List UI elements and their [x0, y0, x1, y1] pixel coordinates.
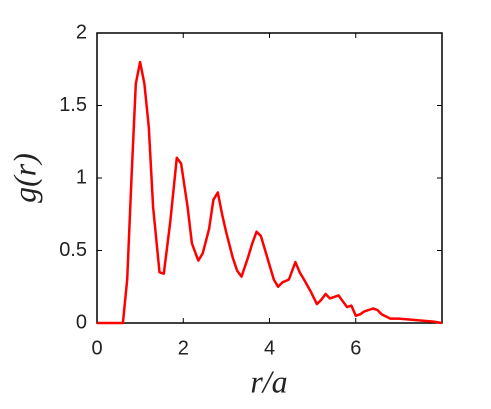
y-tick-label: 0 [76, 311, 87, 333]
data-line [97, 60, 443, 325]
y-tick-label: 1.5 [59, 94, 87, 116]
x-tick-label: 6 [350, 337, 361, 359]
x-tick-label: 0 [91, 337, 102, 359]
x-tick-label: 2 [178, 337, 189, 359]
y-tick-label: 1 [76, 166, 87, 188]
x-tick-label: 4 [264, 337, 275, 359]
x-axis-label: r/a [250, 363, 287, 399]
plot-frame [96, 32, 443, 324]
y-tick-label: 2 [76, 21, 87, 43]
y-tick-label: 0.5 [59, 239, 87, 261]
y-axis-label: g(r) [6, 153, 42, 203]
